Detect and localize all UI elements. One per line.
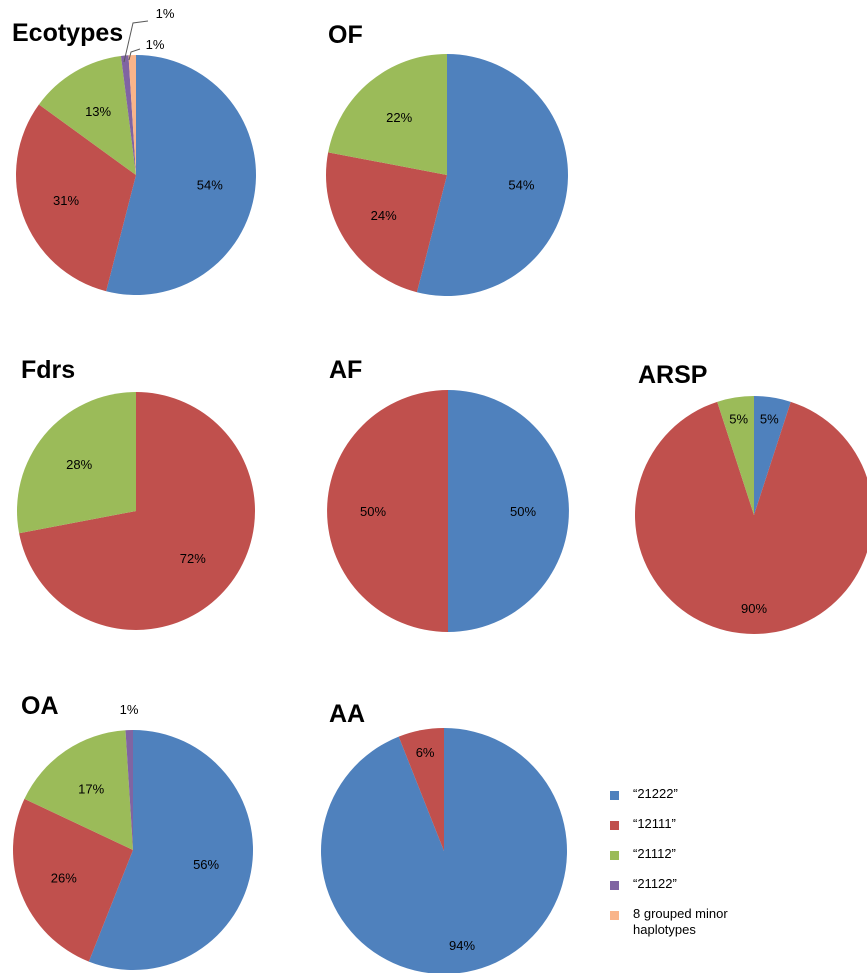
pie-slice-oa-21122 [125, 730, 133, 850]
legend: “21222” “12111” “21112” “21122” 8 groupe… [610, 786, 860, 950]
pie-label-arsp-12111: 90% [741, 601, 767, 616]
legend-item-21122: “21122” [610, 876, 860, 908]
pie-label-aa-21222: 94% [449, 938, 475, 953]
pie-slice-ecotypes-21122 [120, 55, 136, 175]
pie-slice-of-21222 [416, 54, 568, 297]
pie-slice-ecotypes-12111 [16, 104, 136, 292]
pie-slice-of-12111 [325, 152, 447, 293]
pie-slice-oa-12111 [13, 798, 134, 962]
legend-swatch-12111 [610, 821, 619, 830]
pie-label-of-21112: 22% [386, 110, 412, 125]
legend-swatch-21222 [610, 791, 619, 800]
pie-label-ecotypes-21122: 1% [156, 6, 175, 21]
legend-item-12111: “12111” [610, 816, 860, 848]
pie-label-ecotypes-minor: 1% [146, 37, 165, 52]
pie-label-af-12111: 50% [360, 504, 386, 519]
pie-slice-aa-12111 [398, 728, 444, 851]
pie-slice-af-21222 [448, 390, 569, 632]
pie-slice-arsp-21222 [754, 396, 791, 515]
chart-title-aa: AA [329, 700, 366, 728]
chart-title-af: AF [329, 356, 363, 384]
pie-slice-oa-21222 [88, 730, 254, 970]
pie-slice-ecotypes-minor [128, 55, 136, 175]
chart-title-oa: OA [21, 692, 59, 720]
legend-label-minor: 8 grouped minor haplotypes [633, 906, 728, 937]
legend-item-21222: “21222” [610, 786, 860, 818]
pie-label-fdrs-12111: 72% [180, 551, 206, 566]
legend-item-minor: 8 grouped minor haplotypes [610, 906, 860, 950]
pie-label-ecotypes-21112: 13% [85, 104, 111, 119]
pie-label-ecotypes-21222: 54% [197, 177, 223, 192]
pie-slice-ecotypes-21112 [38, 55, 136, 176]
pie-slice-oa-21112 [24, 730, 134, 850]
pie-slice-ecotypes-21222 [106, 55, 257, 295]
pie-label-arsp-21222: 5% [760, 412, 779, 427]
pie-label-oa-21112: 17% [78, 782, 104, 797]
pie-label-oa-21222: 56% [193, 857, 219, 872]
pie-slice-arsp-12111 [635, 401, 867, 634]
pie-label-ecotypes-12111: 31% [53, 193, 79, 208]
legend-label-21112: “21112” [633, 846, 676, 861]
pie-slice-aa-21222 [321, 728, 568, 973]
legend-label-21122: “21122” [633, 876, 677, 891]
legend-swatch-21112 [610, 851, 619, 860]
pie-label-fdrs-21112: 28% [66, 457, 92, 472]
pie-label-af-21222: 50% [510, 504, 536, 519]
chart-title-of: OF [328, 21, 363, 49]
chart-title-arsp: ARSP [638, 361, 708, 389]
legend-item-21112: “21112” [610, 846, 860, 878]
leader-line-ecotypes-21122 [123, 20, 149, 63]
pie-slice-arsp-21112 [717, 396, 754, 515]
leader-line-ecotypes-minor [128, 48, 141, 61]
legend-swatch-21122 [610, 881, 619, 890]
pie-slice-af-12111 [327, 390, 448, 632]
pie-label-arsp-21112: 5% [729, 412, 748, 427]
legend-label-21222: “21222” [633, 786, 678, 801]
pie-slice-fdrs-12111 [19, 392, 256, 631]
legend-swatch-minor [610, 911, 619, 920]
pie-label-oa-12111: 26% [51, 870, 77, 885]
pie-label-oa-21122: 1% [120, 702, 139, 717]
chart-title-ecotypes: Ecotypes [12, 19, 124, 47]
pie-label-of-21222: 54% [508, 177, 534, 192]
pie-slice-fdrs-21112 [17, 392, 137, 534]
chart-title-fdrs: Fdrs [21, 356, 76, 384]
pie-label-of-12111: 24% [371, 208, 397, 223]
pie-label-aa-12111: 6% [416, 745, 435, 760]
pie-slice-of-21112 [328, 53, 447, 175]
legend-label-12111: “12111” [633, 816, 676, 831]
